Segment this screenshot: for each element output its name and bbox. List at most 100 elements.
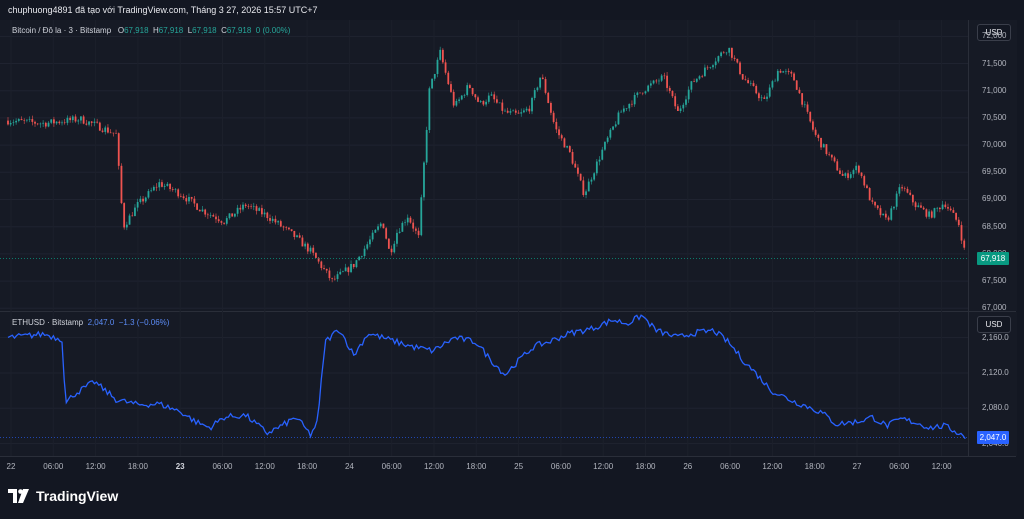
btc-candle — [701, 76, 704, 77]
btc-candle — [593, 173, 596, 180]
btc-candle — [825, 144, 828, 155]
btc-candle — [441, 49, 444, 63]
btc-candle — [163, 185, 166, 187]
btc-candle — [833, 157, 836, 162]
btc-candle — [304, 243, 307, 247]
btc-tick-label: 71,500 — [982, 58, 1007, 68]
btc-candle — [855, 165, 858, 171]
x-tick-label: 12:00 — [254, 462, 275, 471]
btc-candle — [482, 101, 485, 105]
btc-candle — [474, 94, 477, 98]
btc-close-label: C — [221, 26, 227, 35]
btc-candle — [577, 167, 579, 174]
btc-candle — [69, 117, 72, 121]
btc-candle — [263, 212, 266, 215]
btc-candle — [574, 163, 577, 168]
btc-candle — [261, 208, 263, 215]
btc-candle — [169, 183, 171, 190]
btc-candle — [895, 193, 898, 207]
btc-candle — [914, 202, 917, 208]
btc-symbol[interactable]: Bitcoin / Đô la · 3 · Bitstamp — [12, 26, 112, 35]
btc-currency-button[interactable]: USD — [977, 24, 1011, 41]
btc-candle — [290, 229, 293, 231]
btc-candle — [766, 96, 768, 99]
btc-candle — [876, 205, 879, 209]
btc-candle — [749, 83, 752, 84]
btc-candle — [98, 122, 101, 131]
btc-candle — [736, 58, 739, 63]
btc-candle — [15, 120, 18, 123]
btc-candle — [647, 85, 650, 92]
btc-candle — [468, 85, 471, 89]
btc-candle — [355, 260, 358, 268]
x-tick-label: 23 — [175, 462, 185, 471]
btc-candle — [336, 274, 339, 280]
btc-candle — [190, 197, 193, 199]
eth-tick-label: 2,080.0 — [982, 403, 1009, 413]
btc-candle — [231, 213, 234, 217]
btc-candle — [252, 206, 255, 207]
btc-tick-label: 69,500 — [982, 167, 1007, 177]
btc-candle — [244, 204, 247, 207]
x-tick-label: 18:00 — [466, 462, 487, 471]
btc-candle — [414, 228, 417, 231]
snapshot-caption: chuphuong4891 đã tạo với TradingView.com… — [8, 5, 318, 15]
tradingview-logo[interactable]: TradingView — [8, 488, 118, 504]
btc-candle — [550, 102, 552, 113]
eth-plot-area[interactable] — [0, 312, 968, 456]
eth-currency-button[interactable]: USD — [977, 316, 1011, 333]
eth-legend: ETHUSD · Bitstamp 2,047.0 −1.3 (−0.06%) — [12, 318, 169, 327]
btc-plot-area[interactable] — [0, 20, 968, 311]
btc-candle — [301, 237, 304, 247]
btc-candle — [866, 185, 868, 189]
btc-candle — [479, 101, 482, 102]
btc-candle — [841, 173, 844, 176]
btc-candle — [161, 182, 163, 187]
btc-candle — [806, 104, 809, 112]
btc-candle — [814, 129, 817, 135]
btc-candle — [582, 180, 585, 196]
btc-candle — [871, 200, 874, 202]
btc-candle — [390, 248, 393, 253]
eth-symbol[interactable]: ETHUSD · Bitstamp — [12, 318, 84, 327]
btc-candle — [496, 99, 498, 103]
btc-candle — [396, 232, 398, 244]
btc-candle — [501, 102, 504, 111]
btc-candle — [658, 80, 660, 82]
btc-candle — [828, 154, 831, 155]
btc-candle — [466, 85, 469, 95]
btc-candle — [320, 261, 323, 269]
btc-candle — [82, 116, 85, 124]
btc-candle — [258, 208, 261, 211]
btc-candle — [509, 111, 512, 113]
btc-candle — [277, 221, 280, 223]
btc-candle — [544, 79, 547, 93]
btc-candle — [695, 78, 698, 82]
btc-candle — [830, 154, 833, 158]
btc-candle — [933, 208, 936, 218]
btc-candle — [604, 141, 606, 150]
btc-candle — [498, 102, 501, 104]
btc-candle — [487, 95, 490, 102]
btc-candle — [795, 80, 798, 90]
pane-divider[interactable] — [0, 311, 1016, 312]
btc-candle — [631, 103, 633, 105]
btc-candle — [620, 111, 623, 113]
btc-candle — [204, 209, 207, 215]
btc-candle — [436, 59, 439, 74]
btc-candle — [306, 243, 309, 252]
btc-candle — [533, 90, 536, 98]
btc-candle — [493, 94, 496, 100]
btc-candle — [944, 204, 947, 208]
btc-candle — [358, 256, 361, 261]
btc-candle — [179, 196, 182, 197]
btc-candle — [571, 151, 574, 164]
btc-candle — [209, 215, 212, 216]
btc-candle — [531, 97, 533, 112]
btc-candle — [606, 137, 609, 142]
btc-candle — [379, 223, 382, 227]
btc-candle — [617, 112, 620, 125]
btc-candle — [739, 62, 741, 75]
btc-candle — [963, 240, 966, 248]
btc-candle — [317, 257, 320, 262]
